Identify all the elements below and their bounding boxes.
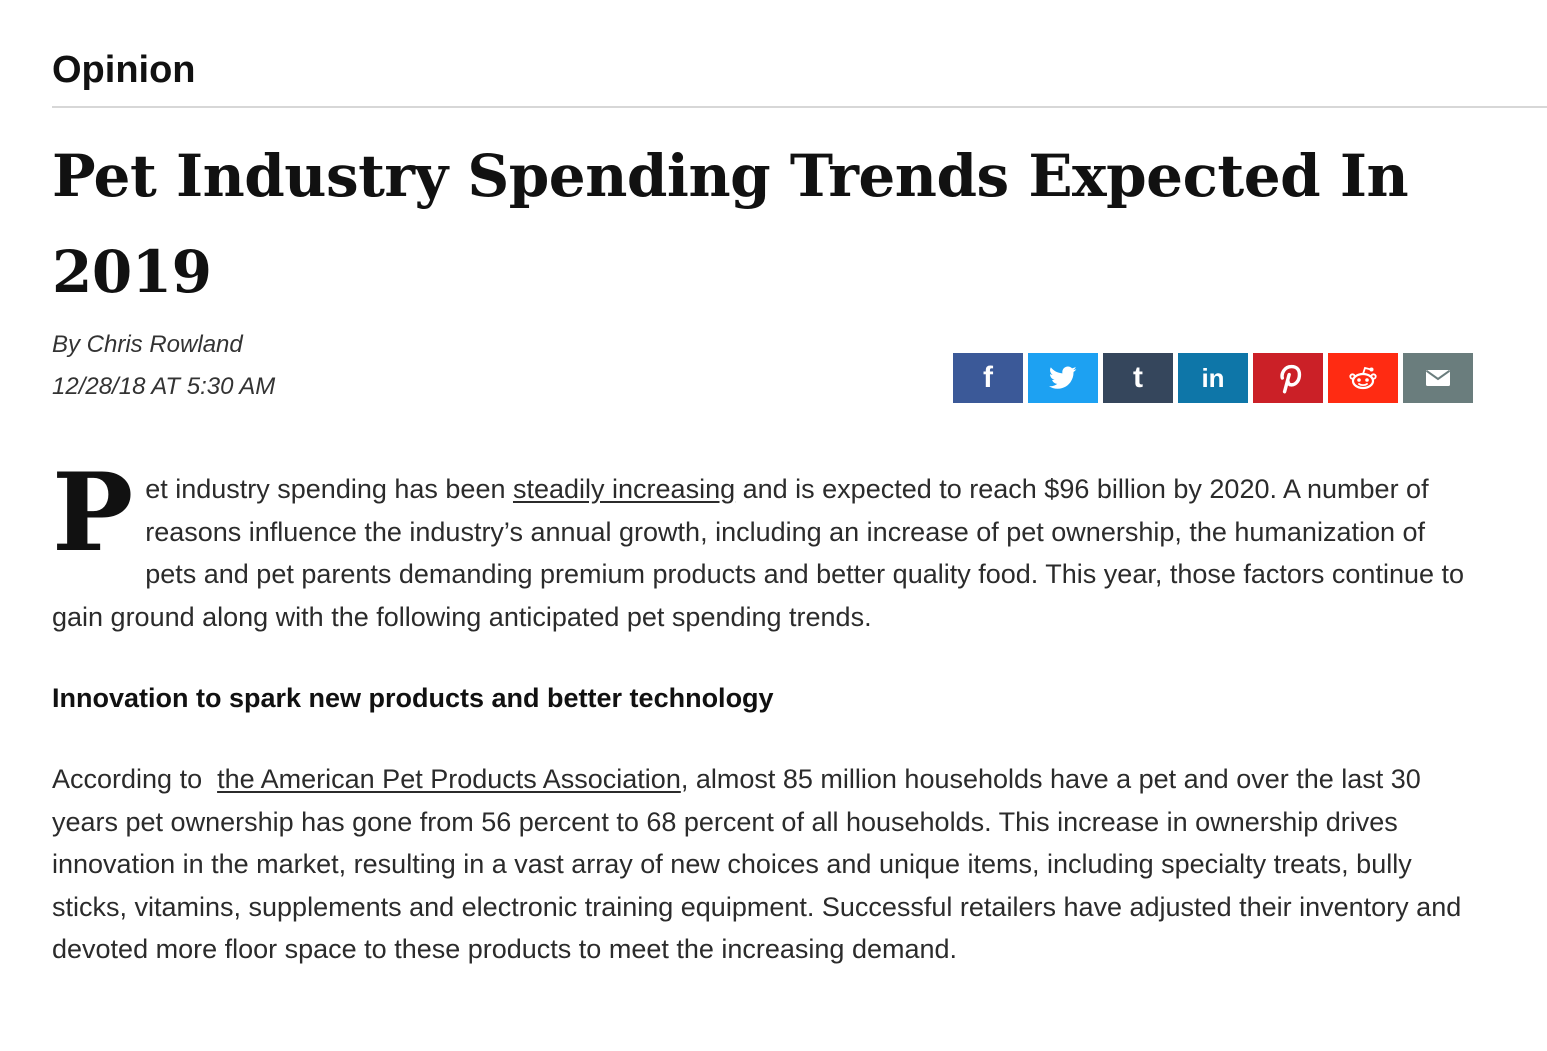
share-pinterest-button[interactable]	[1253, 353, 1323, 403]
section-label[interactable]: Opinion	[52, 49, 196, 91]
appa-link[interactable]: the American Pet Products Association	[217, 764, 681, 794]
section-subheading: Innovation to spark new products and bet…	[52, 683, 774, 713]
lead-text-start: et industry spending has been	[145, 474, 513, 504]
article-headline: Pet Industry Spending Trends Expected In…	[52, 142, 1409, 306]
share-facebook-button[interactable]: f	[953, 353, 1023, 403]
linkedin-icon: in	[1201, 362, 1225, 393]
pinterest-icon	[1274, 362, 1302, 394]
drop-cap: P	[52, 450, 134, 576]
para-text-start: According to	[52, 764, 218, 794]
lead-text-end: and is expected to reach $96 billion by …	[52, 474, 1465, 632]
email-icon	[1425, 369, 1451, 387]
para-text-end: , almost 85 million households have a pe…	[52, 764, 1462, 965]
body-paragraph: According to the American Pet Products A…	[52, 758, 1492, 971]
share-twitter-button[interactable]	[1028, 353, 1098, 403]
steadily-increasing-link[interactable]: steadily increasing	[512, 474, 736, 504]
tumblr-icon: t	[1133, 361, 1143, 394]
twitter-icon	[1049, 366, 1077, 390]
share-tumblr-button[interactable]: t	[1103, 353, 1173, 403]
section-divider	[52, 106, 1547, 108]
share-reddit-button[interactable]	[1328, 353, 1398, 403]
facebook-icon: f	[983, 361, 993, 394]
share-email-button[interactable]	[1403, 353, 1473, 403]
reddit-icon	[1348, 365, 1378, 391]
publish-date: 12/28/18 AT 5:30 AM	[52, 373, 276, 400]
share-linkedin-button[interactable]: in	[1178, 353, 1248, 403]
author-byline[interactable]: By Chris Rowland	[52, 331, 243, 358]
share-bar: f t in	[953, 353, 1473, 403]
